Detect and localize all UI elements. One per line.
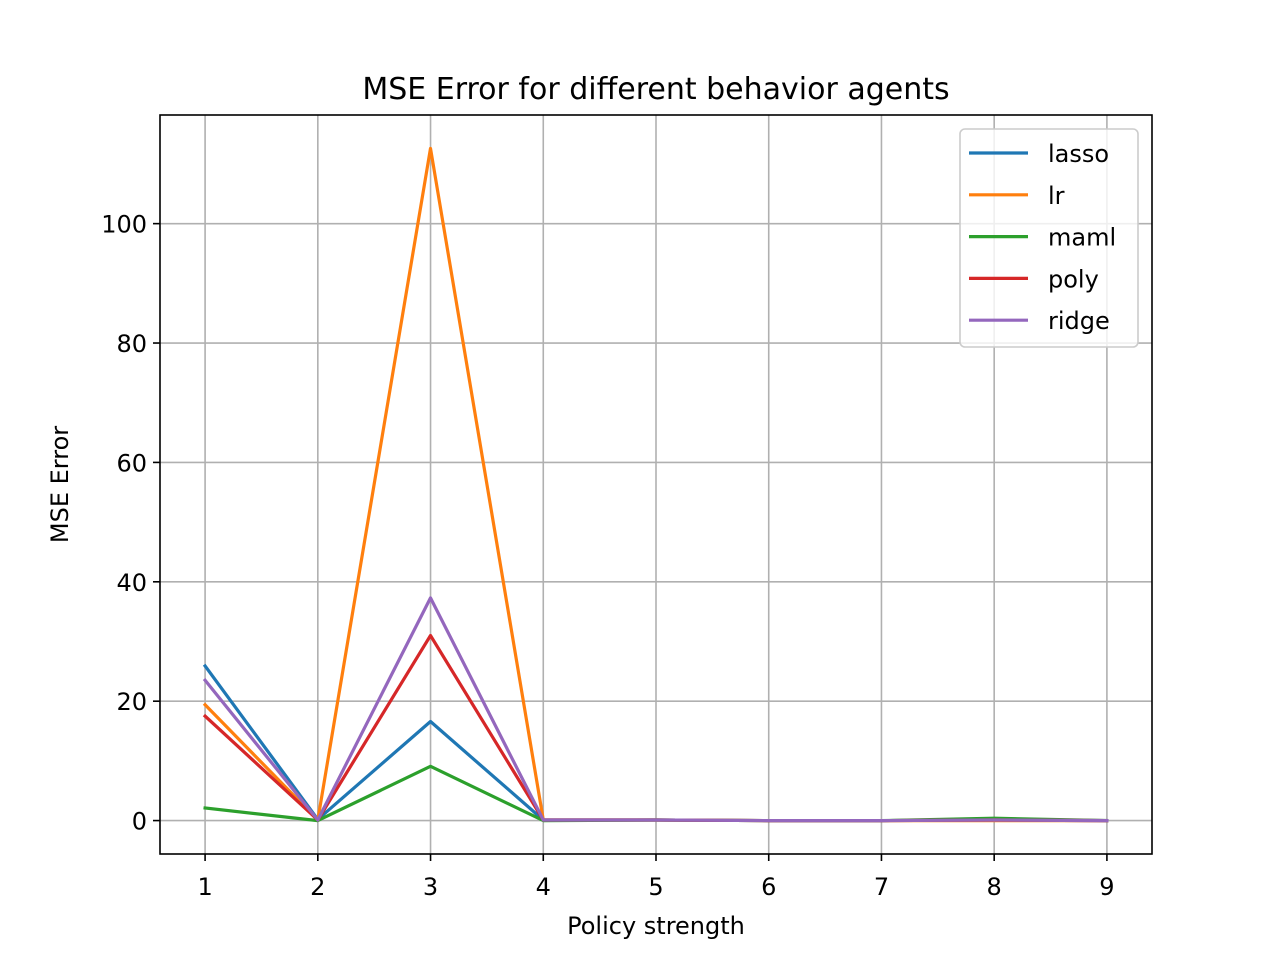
x-tick-label: 2 — [310, 873, 325, 901]
x-tick-label: 8 — [987, 873, 1002, 901]
chart-title: MSE Error for different behavior agents — [362, 72, 949, 107]
series-lines — [202, 146, 1109, 823]
y-tick-label: 60 — [116, 449, 147, 477]
legend-label-lasso: lasso — [1048, 140, 1109, 168]
x-tick-label: 5 — [648, 873, 663, 901]
series-line-ridge — [202, 596, 1109, 823]
legend-label-poly: poly — [1048, 265, 1099, 293]
legend-box — [959, 128, 1139, 348]
y-tick-label: 80 — [116, 330, 147, 358]
y-tick-label: 0 — [132, 808, 147, 836]
legend: lasso lr maml poly ridge — [959, 128, 1139, 348]
y-tick-label: 100 — [101, 211, 147, 239]
x-axis-label: Policy strength — [567, 912, 745, 940]
x-tick-label: 1 — [197, 873, 212, 901]
y-tick-label: 20 — [116, 688, 147, 716]
legend-label-ridge: ridge — [1048, 307, 1110, 335]
x-tick-label: 6 — [761, 873, 776, 901]
legend-label-maml: maml — [1048, 224, 1116, 252]
x-tick-label: 9 — [1099, 873, 1114, 901]
x-tick-label: 7 — [874, 873, 889, 901]
y-tick-label: 40 — [116, 569, 147, 597]
legend-label-lr: lr — [1048, 182, 1065, 210]
x-axis-ticks: 1 2 3 4 5 6 7 8 9 — [197, 854, 1115, 901]
y-axis-ticks: 0 20 40 60 80 100 — [101, 211, 160, 836]
y-axis-label: MSE Error — [46, 426, 74, 543]
x-tick-label: 3 — [423, 873, 438, 901]
x-tick-label: 4 — [536, 873, 551, 901]
